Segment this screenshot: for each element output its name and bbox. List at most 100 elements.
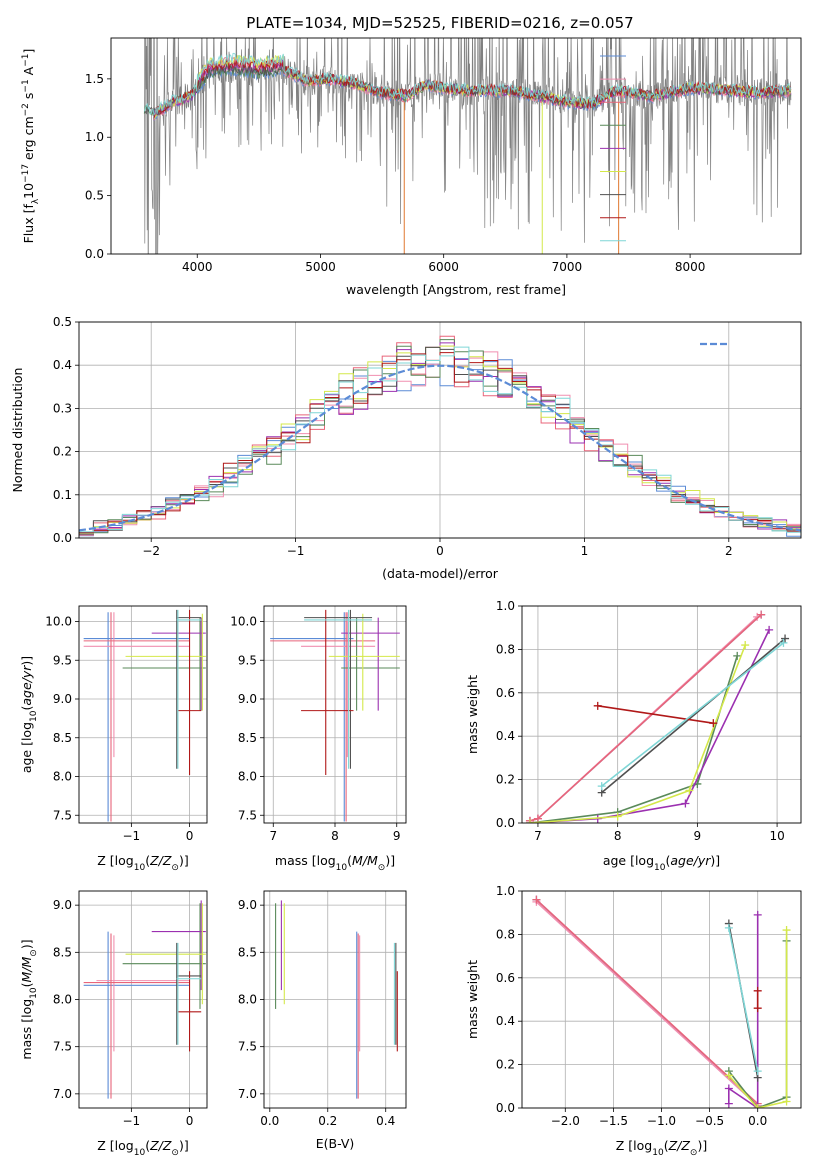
- errorbar-point: [177, 971, 202, 1052]
- gaussian-reference-curve: [79, 364, 801, 532]
- y-tick-label: 0.4: [496, 729, 515, 743]
- y-axis-label: age [log10(age/yr)]: [19, 656, 39, 773]
- y-tick-label: 1.0: [496, 884, 515, 898]
- weight-line-salpeter-stelib: [597, 705, 714, 724]
- plot-area: [270, 609, 400, 822]
- x-tick-label: −1.0: [647, 1114, 676, 1128]
- figure-title: PLATE=1034, MJD=52525, FIBERID=0216, z=0…: [246, 14, 633, 32]
- axes-frame: [521, 605, 802, 824]
- x-tick-label: −2: [142, 544, 160, 558]
- y-tick-label: 8.5: [238, 945, 257, 959]
- x-axis-label: (data-model)/error: [382, 566, 499, 581]
- x-tick-label: −0.5: [695, 1114, 724, 1128]
- y-tick-label: 0.0: [85, 247, 104, 261]
- y-tick-label: 0.2: [53, 445, 72, 459]
- weight-marker: [757, 610, 766, 619]
- weight-marker: [779, 638, 788, 647]
- weight-line-salpeter-miles: [535, 901, 759, 1107]
- y-tick-label: 9.5: [53, 653, 72, 667]
- x-tick-label: 4000: [182, 260, 213, 274]
- y-tick-label: 8.0: [238, 770, 257, 784]
- y-tick-label: 9.0: [53, 898, 72, 912]
- x-axis-label: wavelength [Angstrom, rest frame]: [346, 282, 566, 297]
- y-tick-label: 0.5: [53, 315, 72, 329]
- y-tick-label: 0.2: [496, 1058, 515, 1072]
- y-tick-label: 10.0: [45, 615, 72, 629]
- x-axis-label: age [log10(age/yr)]: [603, 853, 720, 873]
- weight-marker: [753, 1067, 762, 1076]
- weight-marker: [724, 1084, 733, 1093]
- y-tick-label: 8.0: [53, 993, 72, 1007]
- weight-marker: [525, 819, 534, 823]
- weight-marker: [741, 641, 750, 650]
- mass-vs-metallicity-panel: −1 0 7.0 7.5 8.0 8.5 9.0 Z [log10(Z/Z⊙)] mass [l…: [19, 890, 208, 1158]
- x-axis-label: Z [log10(Z/Z⊙)]: [97, 853, 188, 873]
- x-axis-label: E(B-V): [316, 1136, 355, 1151]
- y-tick-label: 0.8: [496, 642, 515, 656]
- errorbar-point: [151, 617, 206, 711]
- x-tick-label: 0.2: [318, 1114, 337, 1128]
- y-tick-label: 8.5: [53, 945, 72, 959]
- weight-line-chabrier-stelib: [601, 637, 786, 794]
- weight-marker: [593, 701, 602, 710]
- y-tick-label: 0.3: [53, 401, 72, 415]
- y-tick-label: 8.5: [53, 731, 72, 745]
- y-tick-label: 9.0: [238, 692, 257, 706]
- x-tick-label: 0: [436, 544, 444, 558]
- y-tick-label: 7.0: [53, 1087, 72, 1101]
- y-tick-label: 8.0: [238, 993, 257, 1007]
- y-tick-label: 0.1: [53, 488, 72, 502]
- y-tick-label: 7.5: [53, 1040, 72, 1054]
- errorbar-point: [176, 609, 202, 769]
- y-tick-label: 1.5: [85, 72, 104, 86]
- y-axis-label: mass [log10(M/M⊙)]: [19, 939, 39, 1059]
- x-tick-label: 8: [331, 829, 339, 843]
- x-tick-label: 6000: [428, 260, 459, 274]
- x-tick-label: −1.5: [599, 1114, 628, 1128]
- y-tick-label: 7.5: [53, 808, 72, 822]
- x-tick-label: 8: [614, 829, 622, 843]
- y-tick-label: 0.5: [85, 189, 104, 203]
- y-tick-label: 0.0: [53, 531, 72, 545]
- x-tick-label: 9: [393, 829, 401, 843]
- errorbar-point: [177, 609, 202, 775]
- x-tick-label: 8000: [675, 260, 706, 274]
- weight-line-kroupa-stelib: [601, 642, 784, 787]
- x-tick-label: 0: [186, 829, 194, 843]
- y-tick-label: 1.0: [85, 130, 104, 144]
- y-tick-label: 7.0: [238, 1087, 257, 1101]
- errorbar-point: [301, 612, 376, 758]
- y-axis-label: mass weight: [465, 960, 480, 1039]
- x-tick-label: 1: [581, 544, 589, 558]
- axes-frame: [110, 37, 802, 255]
- mass-vs-ebv-panel: 0.0 0.2 0.4 7.0 7.5 8.0 8.5 9.0 E(B-V): [238, 890, 407, 1151]
- x-tick-label: −1: [123, 829, 141, 843]
- weight-marker: [724, 1071, 733, 1080]
- errorbar-point: [83, 931, 190, 1099]
- weight-marker: [709, 719, 718, 728]
- y-tick-label: 9.5: [238, 653, 257, 667]
- x-tick-label: 5000: [305, 260, 336, 274]
- plot-area: [525, 610, 790, 823]
- histogram-kroupa-stelib: [79, 346, 801, 533]
- weight-line-kroupa-stelib: [728, 927, 759, 1072]
- y-axis-label: Normed distribution: [10, 368, 25, 493]
- age-vs-metallicity-panel: −1 0 7.5 8.0 8.5 9.0 9.5 10.0 Z [log10(Z/Z⊙)] age…: [19, 605, 208, 873]
- model-fit-chabrier-stelib: [144, 63, 792, 116]
- x-tick-label: 0: [186, 1114, 194, 1128]
- errorbar-point: [83, 612, 190, 822]
- weight-marker: [781, 634, 790, 643]
- legend: [600, 55, 626, 242]
- errorbar-point: [83, 612, 190, 822]
- y-tick-label: 8.0: [53, 770, 72, 784]
- x-tick-label: 7: [269, 829, 277, 843]
- weight-marker: [782, 926, 791, 935]
- y-tick-label: 7.5: [238, 1040, 257, 1054]
- errorbar-point: [270, 612, 354, 822]
- weight-marker: [681, 799, 690, 808]
- weight-marker: [753, 1104, 762, 1108]
- weight-marker: [753, 910, 762, 919]
- y-tick-label: 8.5: [238, 731, 257, 745]
- model-fit-kroupa-stelib: [143, 52, 792, 116]
